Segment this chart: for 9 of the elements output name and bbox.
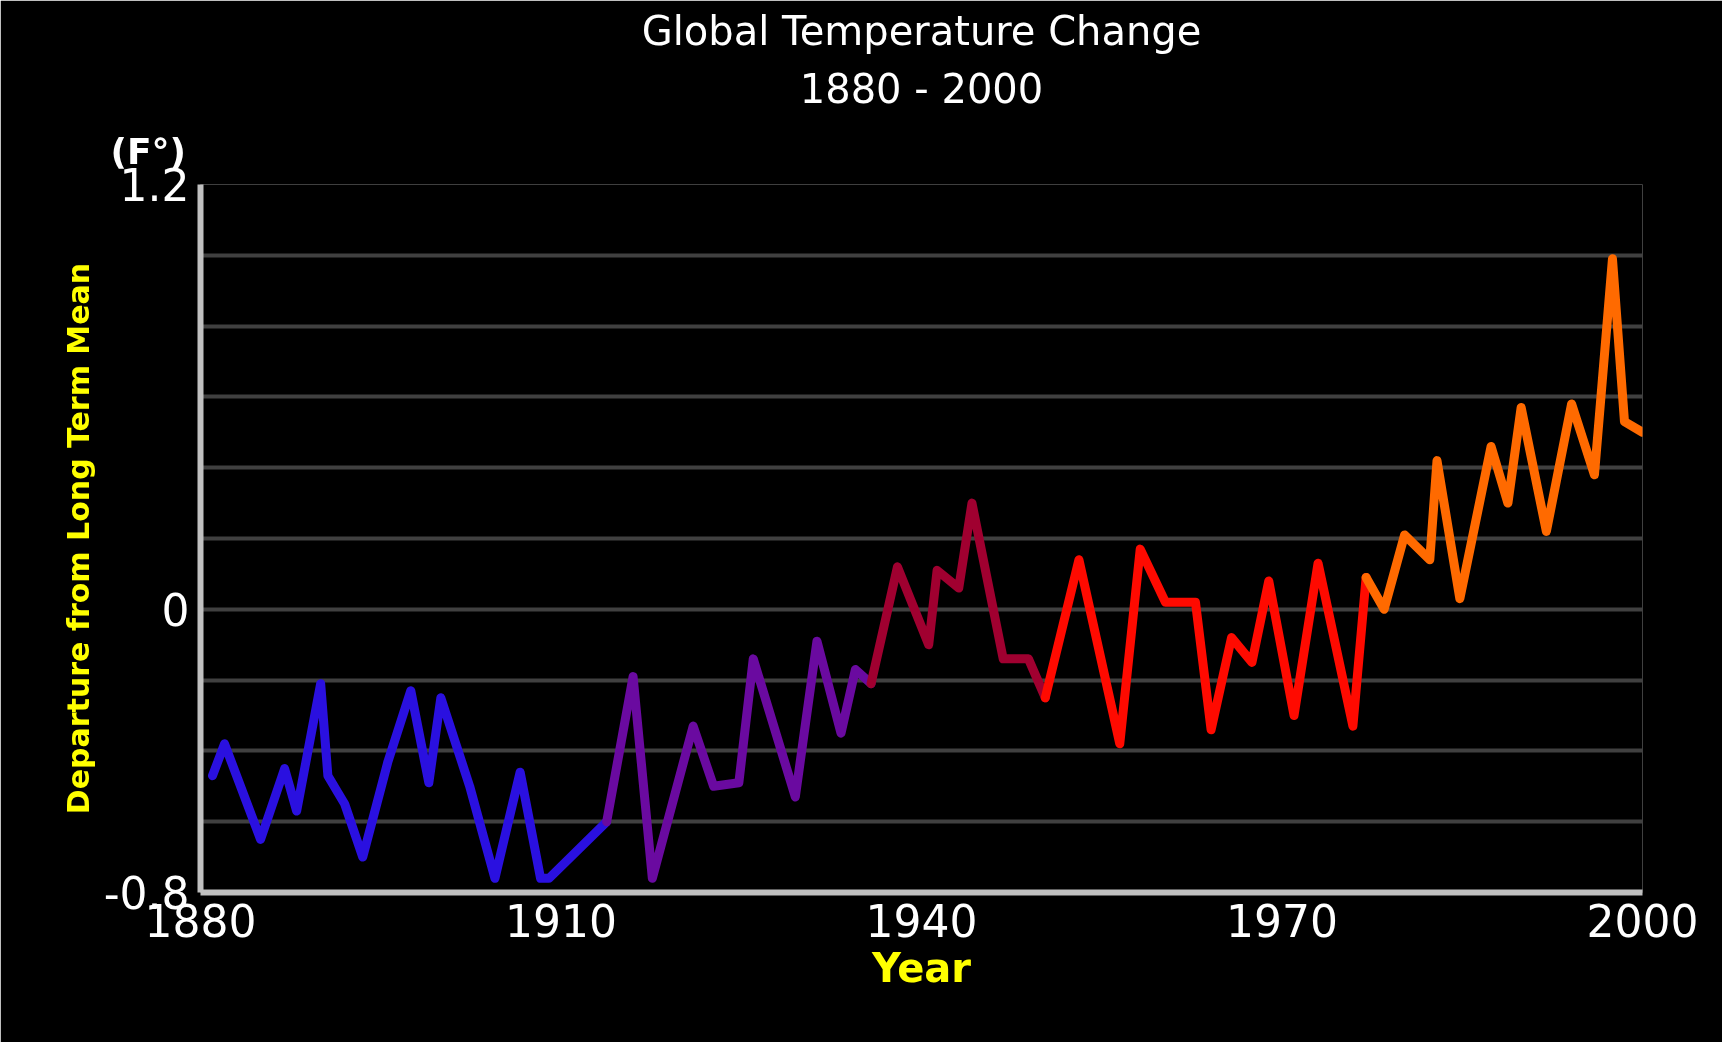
- x-tick-label: 2000: [1586, 895, 1699, 947]
- y-axis-title: Departure from Long Term Mean: [60, 262, 96, 815]
- y-tick-label: 0: [161, 584, 190, 636]
- chart-subtitle: 1880 - 2000: [799, 65, 1044, 112]
- x-tick-label: 1910: [505, 895, 617, 947]
- chart-title: Global Temperature Change: [641, 7, 1202, 54]
- x-tick-label: 1970: [1226, 895, 1338, 947]
- x-tick-label: 1940: [865, 895, 978, 947]
- x-axis-title: Year: [870, 944, 972, 991]
